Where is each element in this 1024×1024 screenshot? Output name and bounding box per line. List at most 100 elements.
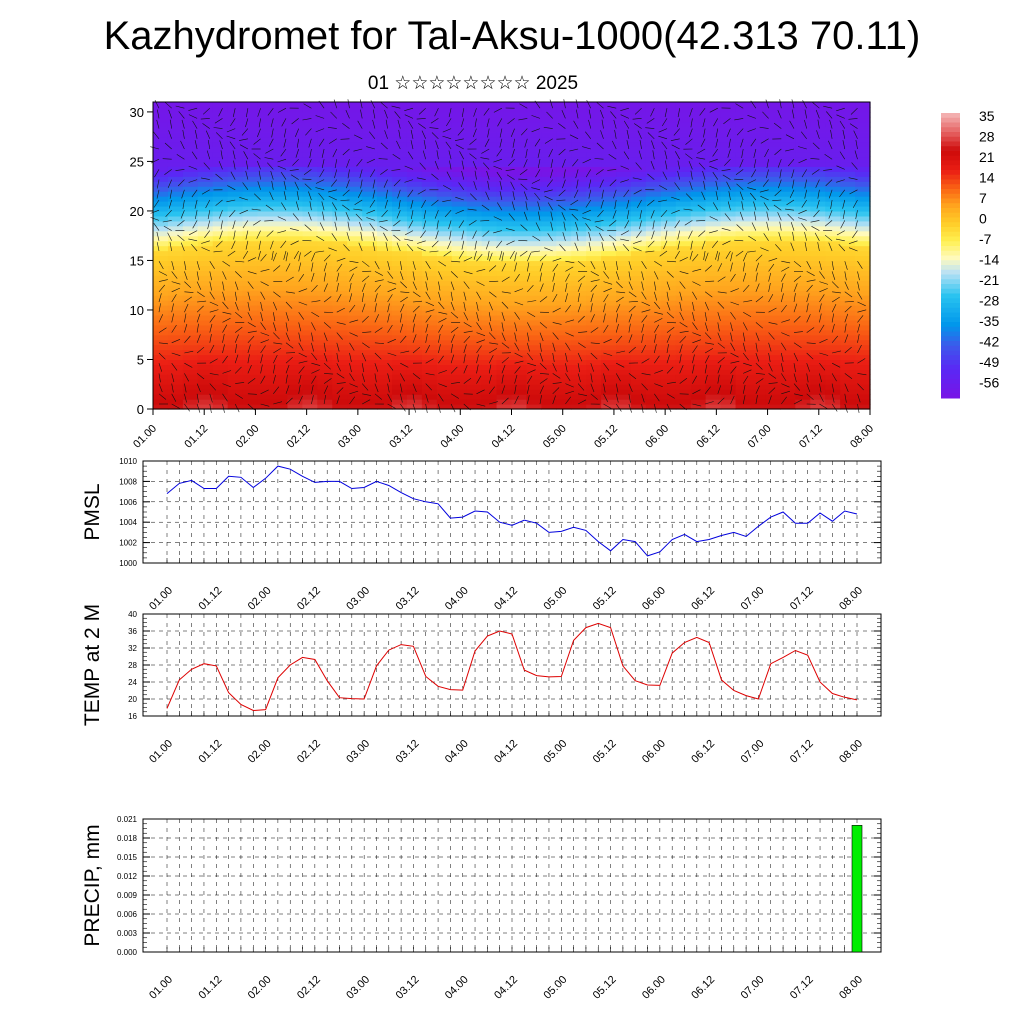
field-cell: [212, 196, 229, 202]
wind-barb: [315, 250, 325, 253]
field-cell: [451, 300, 468, 306]
field-cell: [780, 136, 796, 143]
field-cell: [362, 394, 378, 400]
field-cell: [436, 255, 453, 262]
wind-barb: [372, 179, 376, 189]
field-cell: [660, 161, 677, 167]
wind-barb: [298, 332, 301, 342]
field-cell: [675, 280, 692, 286]
field-cell: [705, 260, 722, 266]
wind-barb: [628, 301, 638, 303]
field-cell: [466, 176, 483, 182]
field-cell: [795, 270, 811, 276]
field-cell: [362, 131, 378, 138]
wind-barb: [547, 202, 553, 211]
wind-barb: [180, 210, 185, 219]
field-cell: [556, 196, 572, 202]
wind-barb: [772, 199, 782, 201]
field-cell: [481, 394, 498, 400]
field-cell: [616, 309, 632, 316]
field-cell: [660, 116, 677, 123]
field-cell: [317, 319, 333, 326]
wind-barb: [615, 313, 619, 323]
field-cell: [406, 319, 423, 326]
field-cell: [317, 181, 333, 187]
field-cell: [302, 126, 318, 133]
wind-barb: [158, 279, 168, 282]
field-cell: [242, 111, 259, 118]
wind-barb: [469, 153, 477, 160]
field-cell: [466, 329, 483, 336]
field-cell: [840, 201, 856, 207]
field-cell: [153, 369, 169, 375]
field-cell: [347, 210, 363, 217]
wind-barb: [778, 179, 782, 189]
field-cell: [720, 166, 737, 172]
field-cell: [421, 126, 438, 133]
field-cell: [825, 369, 841, 375]
wind-barb: [612, 210, 617, 219]
field-cell: [182, 136, 199, 143]
field-cell: [227, 324, 244, 331]
field-cell: [735, 161, 752, 167]
field-cell: [182, 354, 199, 361]
field-cell: [690, 379, 707, 385]
field-cell: [825, 295, 841, 301]
wind-barb: [620, 230, 630, 236]
field-cell: [242, 305, 259, 311]
field-cell: [347, 201, 363, 207]
field-cell: [855, 275, 871, 281]
field-cell: [182, 116, 199, 123]
field-cell: [735, 344, 752, 351]
field-cell: [392, 166, 408, 172]
field-cell: [720, 131, 737, 138]
field-cell: [406, 131, 423, 138]
wind-barb: [438, 291, 442, 301]
wind-barb: [613, 119, 617, 129]
field-cell: [362, 191, 378, 197]
wind-barb: [407, 189, 414, 198]
field-cell: [795, 201, 811, 207]
x-tick-label: 03.00: [336, 423, 364, 451]
field-cell: [197, 305, 214, 311]
wind-barb: [828, 242, 833, 252]
wind-barb: [730, 360, 740, 364]
field-cell: [571, 339, 587, 346]
wind-barb: [387, 393, 393, 402]
field-cell: [735, 265, 752, 271]
field-cell: [616, 210, 632, 217]
panel-pmsl: [142, 460, 882, 564]
field-cell: [272, 324, 289, 331]
field-cell: [675, 250, 692, 257]
wind-barb: [685, 138, 693, 145]
wind-barb: [370, 169, 376, 178]
wind-barb: [501, 263, 507, 272]
wind-barb: [637, 199, 642, 209]
field-cell: [496, 186, 513, 192]
field-cell: [795, 369, 811, 375]
field-cell: [153, 260, 169, 266]
wind-barb: [839, 189, 846, 198]
field-cell: [406, 225, 423, 232]
wind-barb: [425, 271, 428, 281]
wind-barb: [200, 118, 210, 120]
field-cell: [332, 166, 348, 172]
wind-barb: [270, 240, 274, 250]
colorbar-segment: [941, 383, 960, 389]
field-cell: [153, 374, 169, 380]
wind-barb: [349, 363, 352, 373]
wind-barb: [588, 242, 592, 252]
wind-barb: [419, 162, 426, 170]
field-cell: [481, 181, 498, 187]
field-cell: [795, 210, 811, 217]
field-cell: [167, 379, 184, 385]
field-cell: [795, 146, 811, 153]
wind-barb: [434, 108, 439, 117]
field-cell: [167, 116, 184, 123]
field-cell: [287, 270, 303, 276]
wind-barb: [550, 169, 553, 179]
field-cell: [436, 364, 453, 370]
field-cell: [840, 309, 856, 316]
field-cell: [840, 270, 856, 276]
field-cell: [705, 300, 722, 306]
